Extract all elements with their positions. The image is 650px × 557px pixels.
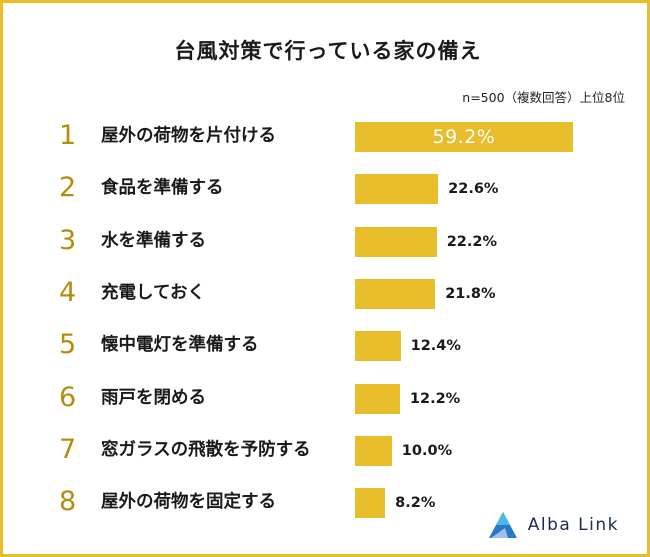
category-label: 屋外の荷物を固定する (101, 492, 276, 512)
value-label: 12.2% (409, 391, 461, 407)
category-label: 屋外の荷物を片付ける (101, 126, 276, 146)
brand-logo: Alba Link (488, 510, 619, 540)
value-label: 21.8% (445, 286, 496, 302)
bar-row: 5 懐中電灯を準備する 12.4% (3, 325, 650, 365)
rank-number: 6 (59, 382, 77, 413)
sample-note: n=500（複数回答）上位8位 (462, 90, 625, 105)
rank-number: 1 (59, 120, 77, 151)
bar (355, 122, 573, 152)
category-label: 窓ガラスの飛散を予防する (101, 440, 311, 460)
value-label: 59.2% (432, 126, 496, 148)
bar (355, 436, 392, 466)
bar-row: 6 雨戸を閉める 12.2% (3, 378, 650, 418)
bar-row: 7 窓ガラスの飛散を予防する 10.0% (3, 430, 650, 470)
value-label: 22.2% (446, 234, 497, 250)
rank-number: 4 (59, 277, 77, 308)
bar (355, 174, 439, 204)
bar-row: 2 食品を準備する 22.6% (3, 168, 650, 208)
bar-row: 1 屋外の荷物を片付ける 59.2% (3, 116, 650, 156)
rank-number: 5 (59, 329, 77, 360)
rank-number: 3 (59, 225, 77, 256)
rank-number: 8 (59, 486, 77, 517)
bar (355, 227, 437, 257)
bar (355, 331, 401, 361)
bar (355, 384, 400, 414)
category-label: 雨戸を閉める (101, 388, 206, 408)
value-label: 10.0% (401, 443, 453, 459)
category-label: 食品を準備する (101, 178, 224, 198)
alba-link-logo-icon (488, 512, 517, 538)
value-label: 12.4% (410, 338, 461, 354)
rank-number: 7 (59, 434, 77, 465)
bar-row: 3 水を準備する 22.2% (3, 221, 650, 261)
bar-row: 8 屋外の荷物を固定する 8.2% (3, 482, 650, 522)
bar (355, 279, 436, 309)
chart-title: 台風対策で行っている家の備え (174, 39, 482, 63)
category-label: 水を準備する (101, 231, 206, 251)
value-label: 22.6% (448, 181, 499, 197)
value-label: 8.2% (395, 495, 436, 511)
brand-name: Alba Link (527, 515, 619, 535)
bar (355, 488, 386, 518)
category-label: 充電しておく (101, 283, 205, 303)
rank-number: 2 (59, 172, 77, 203)
category-label: 懐中電灯を準備する (101, 335, 259, 355)
bar-row: 4 充電しておく 21.8% (3, 273, 650, 313)
